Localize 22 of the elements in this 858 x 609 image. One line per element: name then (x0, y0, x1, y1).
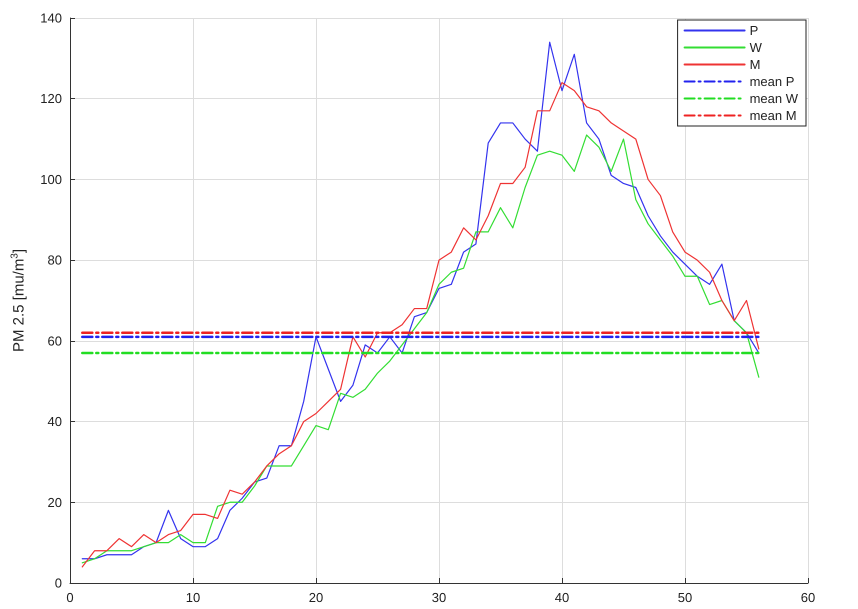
y-tick-label: 80 (48, 252, 62, 268)
x-tick-label: 50 (678, 590, 692, 605)
x-tick-label: 30 (432, 590, 446, 605)
y-tick-label: 60 (48, 333, 62, 348)
legend-label: P (750, 23, 758, 38)
y-tick-label: 20 (48, 494, 62, 510)
legend-label: W (750, 40, 763, 55)
legend-label: mean P (750, 74, 794, 89)
y-tick-label: 40 (48, 414, 62, 430)
y-axis-title: PM 2.5 [mu/m3] (10, 248, 28, 352)
x-tick-label: 40 (554, 590, 570, 605)
y-tick-label: 100 (40, 172, 62, 187)
x-tick-label: 20 (308, 590, 324, 605)
x-tick-label: 10 (186, 590, 200, 605)
legend-label: M (750, 57, 760, 72)
x-tick-label: 60 (800, 590, 816, 605)
y-tick-label: 140 (40, 10, 62, 26)
y-tick-label: 120 (40, 91, 62, 106)
y-tick-label: 0 (54, 576, 62, 590)
legend-label: mean M (750, 108, 797, 123)
x-tick-label: 0 (66, 590, 74, 605)
legend-label: mean W (750, 91, 799, 106)
